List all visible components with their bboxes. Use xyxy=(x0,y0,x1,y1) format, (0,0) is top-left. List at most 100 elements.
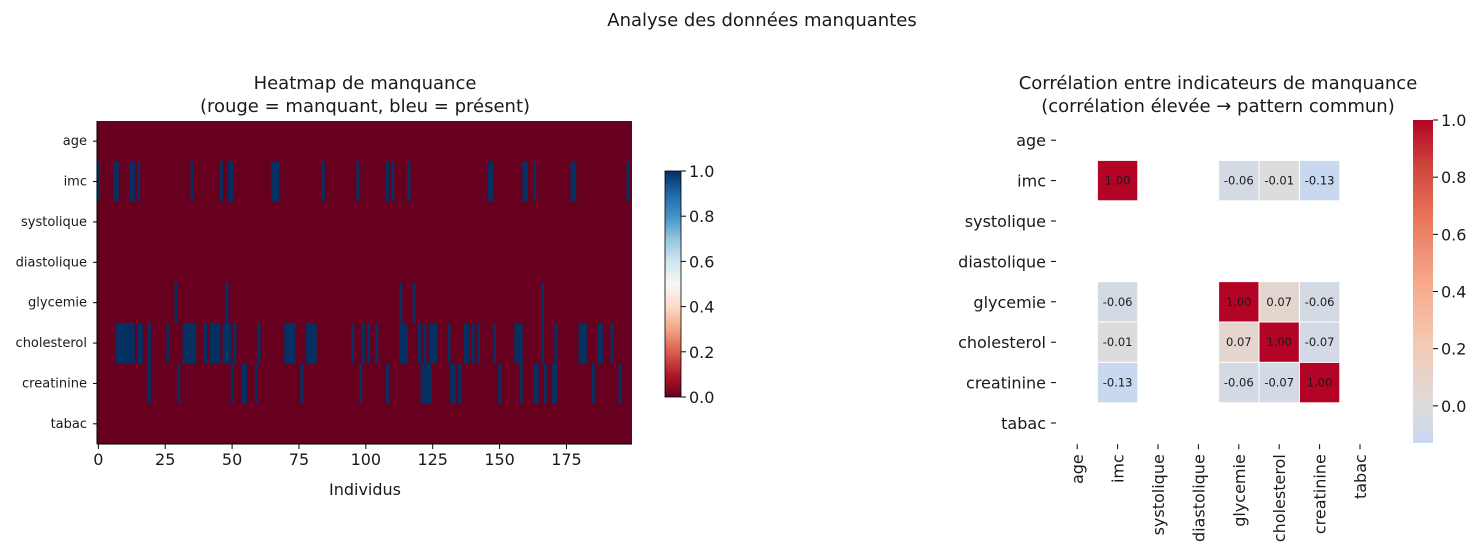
present-cell-creatinine-123 xyxy=(426,363,430,404)
correlation-colorbar-ticks: 0.0 0.2 0.4 0.6 0.8 1.0 xyxy=(1433,111,1466,416)
corr-value-imc-creatinine: -0.13 xyxy=(1305,174,1335,188)
corr-y-label-cholesterol: cholesterol xyxy=(958,333,1046,352)
present-cell-imc-35 xyxy=(190,161,194,202)
present-cell-cholesterol-124 xyxy=(428,322,432,364)
present-cell-imc-7 xyxy=(115,161,119,202)
x-tick-label-100: 100 xyxy=(351,450,382,469)
present-cell-cholesterol-95 xyxy=(351,322,355,364)
present-cell-cholesterol-171 xyxy=(554,322,558,364)
corr-cell-creatinine-creatinine xyxy=(1298,361,1341,404)
missingness-x-label: Individus xyxy=(329,480,401,499)
present-cell-cholesterol-47 xyxy=(222,322,226,364)
present-cell-imc-6 xyxy=(113,161,117,202)
present-cell-cholesterol-13 xyxy=(131,322,135,364)
present-cell-cholesterol-7 xyxy=(115,322,119,364)
correlation-colorbar-label-2: 0.4 xyxy=(1441,283,1466,302)
present-cell-cholesterol-104 xyxy=(375,322,379,364)
present-cell-imc-160 xyxy=(525,161,529,202)
present-cell-imc-147 xyxy=(490,161,494,202)
present-cell-imc-13 xyxy=(131,161,135,202)
x-tick-label-0: 0 xyxy=(93,450,103,469)
x-tick-label-75: 75 xyxy=(289,450,309,469)
present-cell-creatinine-54 xyxy=(241,363,245,404)
present-cell-cholesterol-140 xyxy=(471,322,475,364)
present-cell-cholesterol-32 xyxy=(182,322,186,364)
missingness-colorbar-label-1.0: 1.0 xyxy=(689,162,714,181)
corr-cell-glycemie-creatinine xyxy=(1298,281,1341,323)
corr-value-glycemie-creatinine: -0.06 xyxy=(1305,295,1335,309)
present-cell-creatinine-124 xyxy=(428,363,432,404)
present-cell-imc-15 xyxy=(137,161,141,202)
present-cell-cholesterol-187 xyxy=(597,322,601,364)
present-cell-cholesterol-142 xyxy=(476,322,480,364)
corr-cell-creatinine-imc xyxy=(1096,361,1139,404)
correlation-panel: Corrélation entre indicateurs de manquan… xyxy=(958,73,1466,542)
correlation-colorbar-label-3: 0.6 xyxy=(1441,225,1466,244)
present-cell-cholesterol-157 xyxy=(516,322,520,364)
corr-y-label-tabac: tabac xyxy=(1001,414,1046,433)
present-cell-cholesterol-115 xyxy=(404,322,408,364)
corr-value-creatinine-glycemie: -0.06 xyxy=(1224,376,1254,390)
corr-x-label-cholesterol: cholesterol xyxy=(1270,454,1289,542)
present-cell-creatinine-158 xyxy=(519,363,523,404)
present-cell-cholesterol-16 xyxy=(139,322,143,364)
figure-title: Analyse des données manquantes xyxy=(607,10,916,31)
present-cell-creatinine-55 xyxy=(244,363,248,404)
corr-x-label-glycemie: glycemie xyxy=(1230,454,1249,527)
present-cell-imc-178 xyxy=(573,161,577,202)
corr-value-glycemie-cholesterol: 0.07 xyxy=(1266,295,1292,309)
present-cell-cholesterol-36 xyxy=(193,322,197,364)
present-cell-creatinine-164 xyxy=(535,363,539,404)
corr-value-cholesterol-cholesterol: 1.00 xyxy=(1266,335,1292,349)
present-cell-creatinine-171 xyxy=(554,363,558,404)
missingness-colorbar-ticks: 0.0 0.2 0.4 0.6 0.8 1.0 xyxy=(681,162,714,407)
present-cell-cholesterol-166 xyxy=(541,322,545,364)
present-cell-creatinine-195 xyxy=(618,363,622,404)
present-cell-glycemie-118 xyxy=(412,282,416,323)
missingness-panel: Heatmap de manquance (rouge = manquant, … xyxy=(16,73,715,499)
present-cell-imc-146 xyxy=(487,161,491,202)
missingness-colorbar-label-0.0: 0.0 xyxy=(689,388,714,407)
present-cell-cholesterol-78 xyxy=(305,322,309,364)
present-cell-cholesterol-10 xyxy=(123,322,127,364)
corr-value-creatinine-creatinine: 1.00 xyxy=(1307,376,1333,390)
present-cell-glycemie-29 xyxy=(174,282,178,323)
corr-x-label-tabac: tabac xyxy=(1351,454,1370,499)
present-cell-cholesterol-131 xyxy=(447,322,451,364)
correlation-colorbar-label-1: 0.2 xyxy=(1441,340,1466,359)
missingness-cells xyxy=(97,121,632,444)
present-cell-imc-177 xyxy=(570,161,574,202)
present-cell-creatinine-121 xyxy=(420,363,424,404)
present-cell-imc-108 xyxy=(385,161,389,202)
corr-x-label-age: age xyxy=(1068,454,1087,484)
present-cell-cholesterol-9 xyxy=(121,322,125,364)
x-tick-label-150: 150 xyxy=(484,450,515,469)
present-cell-cholesterol-113 xyxy=(399,322,403,364)
present-cell-cholesterol-81 xyxy=(313,322,317,364)
present-cell-cholesterol-51 xyxy=(233,322,237,364)
missingness-colorbar-label-0.4: 0.4 xyxy=(689,298,714,317)
present-cell-cholesterol-80 xyxy=(311,322,315,364)
corr-cell-imc-glycemie xyxy=(1218,159,1260,202)
corr-value-creatinine-imc: -0.13 xyxy=(1103,376,1133,390)
present-cell-creatinine-132 xyxy=(450,363,454,404)
present-cell-cholesterol-43 xyxy=(212,322,216,364)
present-cell-creatinine-59 xyxy=(254,363,258,404)
present-cell-cholesterol-15 xyxy=(137,322,141,364)
y-tick-label-tabac: tabac xyxy=(51,417,87,432)
missingness-axes: age imc systolique diastolique glycemie chole… xyxy=(16,121,632,469)
present-cell-creatinine-170 xyxy=(551,363,555,404)
present-cell-imc-163 xyxy=(533,161,537,202)
corr-cell-glycemie-cholesterol xyxy=(1258,281,1300,323)
present-cell-cholesterol-73 xyxy=(292,322,296,364)
correlation-colorbar-gradient xyxy=(1413,120,1433,443)
present-cell-cholesterol-72 xyxy=(289,322,293,364)
present-cell-imc-67 xyxy=(276,161,280,202)
present-cell-imc-84 xyxy=(321,161,325,202)
present-cell-imc-65 xyxy=(270,161,274,202)
corr-cell-cholesterol-cholesterol xyxy=(1258,321,1300,363)
corr-x-label-systolique: systolique xyxy=(1149,454,1168,535)
present-cell-imc-198 xyxy=(626,161,630,202)
present-cell-cholesterol-19 xyxy=(147,322,151,364)
correlation-cells: 1.00 -0.06 -0.01 -0.13 -0.06 1.00 0.07 -0.06 -0.… xyxy=(1096,159,1341,404)
